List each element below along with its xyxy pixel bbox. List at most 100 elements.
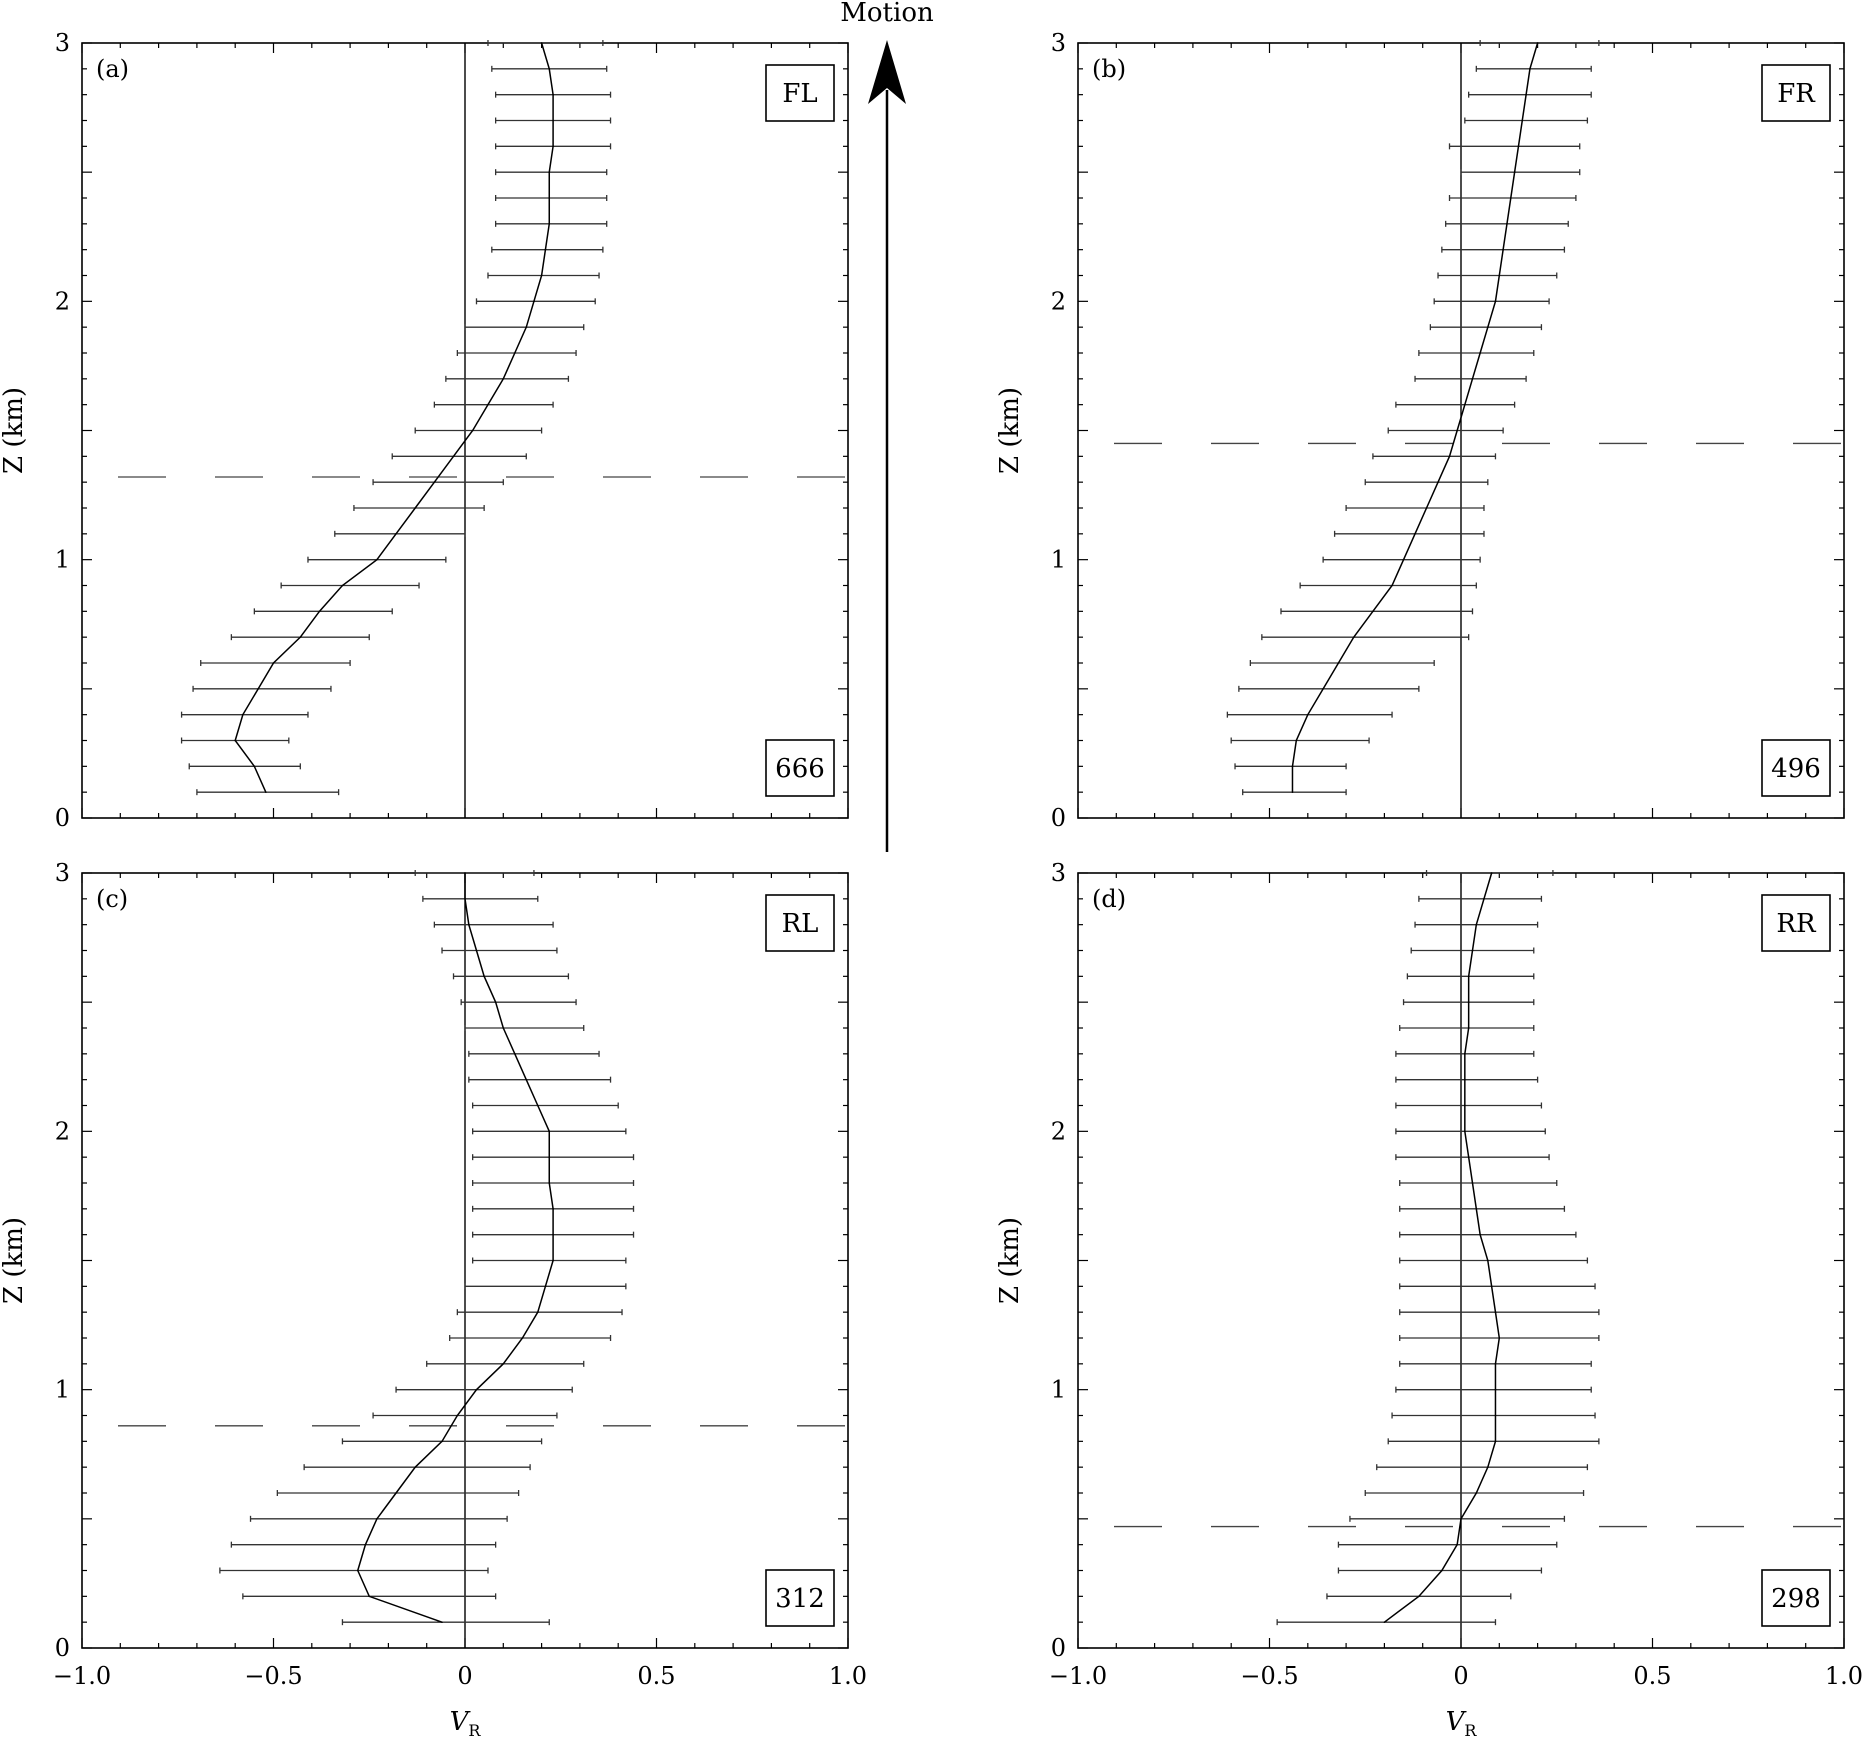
chart-panel-d: 0 1 2 3 −1.0 −0.5 0 0.5 1.0 VR Z (km) (d) RR 298 (995, 859, 1863, 1738)
mean-point (1460, 1518, 1462, 1520)
mean-point (1307, 713, 1309, 716)
error-bar (196, 789, 340, 796)
mean-point (1479, 352, 1481, 354)
count-label: 312 (775, 1584, 825, 1614)
error-bar (219, 1567, 489, 1574)
error-bar (1464, 117, 1589, 124)
mean-point (376, 1518, 378, 1520)
error-bar (1479, 40, 1600, 46)
y-axis-label: Z (km) (0, 387, 29, 474)
mean-point (548, 1130, 551, 1133)
mean-profile-line (356, 873, 554, 1623)
error-bar (494, 195, 608, 201)
y-tick-label: 2 (1051, 287, 1066, 315)
mean-point (1525, 93, 1527, 96)
error-bar (391, 453, 527, 460)
count-box (1761, 739, 1831, 797)
mean-point (1402, 558, 1405, 561)
error-bar (372, 479, 504, 486)
motion-arrow-head (868, 40, 906, 104)
error-bar (475, 298, 596, 305)
mean-point (376, 558, 378, 561)
error-bar (192, 685, 332, 692)
error-bar (1276, 1619, 1497, 1626)
mean-point (525, 1078, 528, 1081)
mean-point (1498, 274, 1501, 277)
error-bar (1242, 789, 1347, 796)
y-tick-label: 0 (1051, 804, 1066, 832)
mean-point (1322, 688, 1324, 690)
error-bar (468, 1050, 600, 1057)
mean-point (265, 791, 267, 793)
error-bar (1395, 1154, 1550, 1161)
motion-label: Motion (840, 0, 934, 28)
x-tick-label: −0.5 (1240, 1662, 1298, 1690)
mean-point (552, 1233, 554, 1236)
region-label: FR (1777, 79, 1816, 109)
mean-point (1467, 975, 1470, 978)
region-box (1761, 64, 1831, 122)
error-bar (1399, 1025, 1535, 1031)
x-tick-label: 1.0 (1825, 1662, 1863, 1690)
y-tick-label: 1 (1051, 1376, 1066, 1404)
error-bar (464, 324, 585, 331)
x-axis-label-main: V (1446, 1707, 1467, 1737)
mean-point (234, 739, 236, 742)
mean-point (1529, 68, 1531, 70)
error-bar (1249, 660, 1435, 666)
mean-point (1464, 1078, 1466, 1081)
y-tick-label: 3 (1051, 859, 1066, 887)
mean-point (544, 1285, 547, 1288)
mean-point (1467, 1156, 1470, 1158)
error-bar (422, 895, 539, 902)
y-tick-label: 3 (1051, 29, 1066, 57)
x-axis-label: VR (1446, 1707, 1478, 1738)
y-axis-label: Z (km) (995, 387, 1025, 474)
error-bar (1234, 763, 1347, 770)
mean-point (1471, 949, 1474, 952)
mean-profile-line (1291, 42, 1539, 793)
error-bar (494, 169, 608, 176)
y-tick-label: 3 (55, 859, 70, 887)
mean-point (1517, 145, 1520, 148)
count-box (765, 739, 835, 797)
mean-point (1291, 791, 1294, 793)
error-bar (472, 1257, 627, 1264)
x-tick-label: 0.5 (637, 1662, 675, 1690)
error-bar (253, 608, 393, 615)
error-bar (1364, 479, 1489, 486)
y-tick-label: 0 (55, 804, 70, 832)
mean-point (1483, 898, 1485, 900)
region-label: FL (782, 79, 817, 109)
mean-point (464, 872, 466, 874)
error-bar (414, 427, 543, 434)
mean-point (494, 1001, 497, 1003)
error-bar (1376, 1464, 1589, 1471)
count-label: 666 (775, 754, 825, 784)
mean-point (242, 713, 244, 716)
mean-point (1464, 1130, 1466, 1133)
error-bar (1345, 505, 1485, 511)
mean-point (1464, 1053, 1466, 1055)
error-bar (180, 711, 309, 718)
mean-point (1441, 1569, 1443, 1572)
error-bar (276, 1490, 520, 1496)
error-bar (1337, 1541, 1558, 1548)
error-bar (464, 1025, 585, 1031)
error-bar (1448, 143, 1581, 150)
error-bar (1387, 427, 1504, 434)
error-bar (1429, 324, 1543, 331)
mean-point (433, 481, 436, 483)
mean-point (1372, 610, 1374, 613)
mean-point (1494, 1414, 1497, 1417)
error-bar (1299, 582, 1477, 589)
error-bar (1333, 530, 1485, 537)
mean-point (552, 93, 554, 96)
mean-point (318, 610, 321, 613)
x-tick-label: 1.0 (829, 1662, 867, 1690)
error-bar (230, 1541, 497, 1548)
error-bar (1414, 375, 1527, 382)
error-bar (433, 921, 554, 928)
mean-point (1490, 1285, 1493, 1288)
error-bar (1238, 685, 1420, 692)
